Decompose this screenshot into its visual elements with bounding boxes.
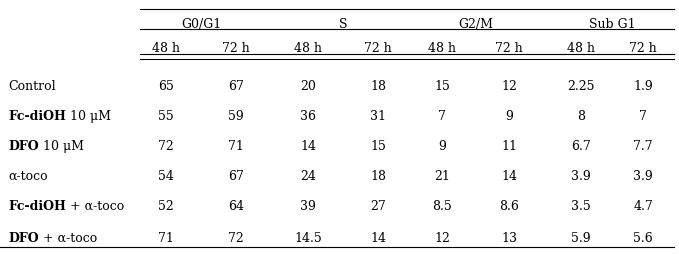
Text: 18: 18 [370, 80, 386, 93]
Text: 52: 52 [158, 199, 174, 212]
Text: 15: 15 [370, 139, 386, 152]
Text: 12: 12 [501, 80, 517, 93]
Text: 12: 12 [434, 231, 450, 244]
Text: G0/G1: G0/G1 [181, 18, 221, 31]
Text: 71: 71 [228, 139, 244, 152]
Text: 59: 59 [228, 109, 244, 122]
Text: 7.7: 7.7 [634, 139, 653, 152]
Text: 7: 7 [438, 109, 446, 122]
Text: 39: 39 [300, 199, 316, 212]
Text: 72 h: 72 h [629, 42, 657, 55]
Text: DFO: DFO [8, 139, 39, 152]
Text: S: S [339, 18, 347, 31]
Text: 14: 14 [501, 169, 517, 182]
Text: 3.9: 3.9 [571, 169, 591, 182]
Text: 48 h: 48 h [567, 42, 595, 55]
Text: 5.9: 5.9 [571, 231, 591, 244]
Text: 72 h: 72 h [364, 42, 392, 55]
Text: 11: 11 [501, 139, 517, 152]
Text: 31: 31 [370, 109, 386, 122]
Text: 72 h: 72 h [222, 42, 250, 55]
Text: 72 h: 72 h [495, 42, 523, 55]
Text: 24: 24 [300, 169, 316, 182]
Text: 55: 55 [158, 109, 174, 122]
Text: 14: 14 [300, 139, 316, 152]
Text: 20: 20 [300, 80, 316, 93]
Text: 6.7: 6.7 [571, 139, 591, 152]
Text: DFO: DFO [8, 231, 39, 244]
Text: 67: 67 [228, 80, 244, 93]
Text: 3.5: 3.5 [571, 199, 591, 212]
Text: 7: 7 [639, 109, 647, 122]
Text: 8.5: 8.5 [432, 199, 452, 212]
Text: 27: 27 [370, 199, 386, 212]
Text: 14.5: 14.5 [294, 231, 322, 244]
Text: α-toco: α-toco [8, 169, 48, 182]
Text: 14: 14 [370, 231, 386, 244]
Text: Control: Control [8, 80, 56, 93]
Text: 48 h: 48 h [428, 42, 456, 55]
Text: G2/M: G2/M [458, 18, 493, 31]
Text: 10 μM: 10 μM [66, 109, 111, 122]
Text: 9: 9 [438, 139, 446, 152]
Text: 9: 9 [505, 109, 513, 122]
Text: 13: 13 [501, 231, 517, 244]
Text: 3.9: 3.9 [633, 169, 653, 182]
Text: 5.6: 5.6 [633, 231, 653, 244]
Text: 4.7: 4.7 [633, 199, 653, 212]
Text: 48 h: 48 h [294, 42, 322, 55]
Text: 8.6: 8.6 [499, 199, 519, 212]
Text: 72: 72 [158, 139, 174, 152]
Text: + α-toco: + α-toco [66, 199, 124, 212]
Text: 72: 72 [228, 231, 244, 244]
Text: 65: 65 [158, 80, 174, 93]
Text: 71: 71 [158, 231, 174, 244]
Text: 21: 21 [434, 169, 450, 182]
Text: 67: 67 [228, 169, 244, 182]
Text: 48 h: 48 h [152, 42, 180, 55]
Text: 54: 54 [158, 169, 174, 182]
Text: Fc-diOH: Fc-diOH [8, 199, 66, 212]
Text: 1.9: 1.9 [633, 80, 653, 93]
Text: 64: 64 [228, 199, 244, 212]
Text: Fc-diOH: Fc-diOH [8, 109, 66, 122]
Text: Sub G1: Sub G1 [589, 18, 636, 31]
Text: + α-toco: + α-toco [39, 231, 97, 244]
Text: 15: 15 [434, 80, 450, 93]
Text: 2.25: 2.25 [567, 80, 595, 93]
Text: 18: 18 [370, 169, 386, 182]
Text: 10 μM: 10 μM [39, 139, 84, 152]
Text: 36: 36 [300, 109, 316, 122]
Text: 8: 8 [577, 109, 585, 122]
